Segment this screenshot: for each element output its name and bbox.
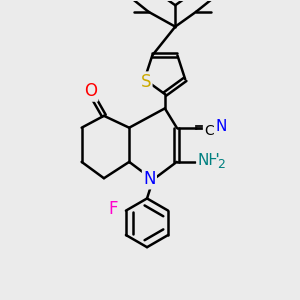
- Text: S: S: [141, 73, 151, 91]
- Text: F: F: [109, 200, 118, 218]
- Text: NH: NH: [197, 153, 220, 168]
- Text: N: N: [143, 170, 156, 188]
- Text: N: N: [215, 119, 226, 134]
- Text: C: C: [204, 124, 214, 138]
- Text: 2: 2: [217, 158, 225, 171]
- Text: O: O: [84, 82, 97, 100]
